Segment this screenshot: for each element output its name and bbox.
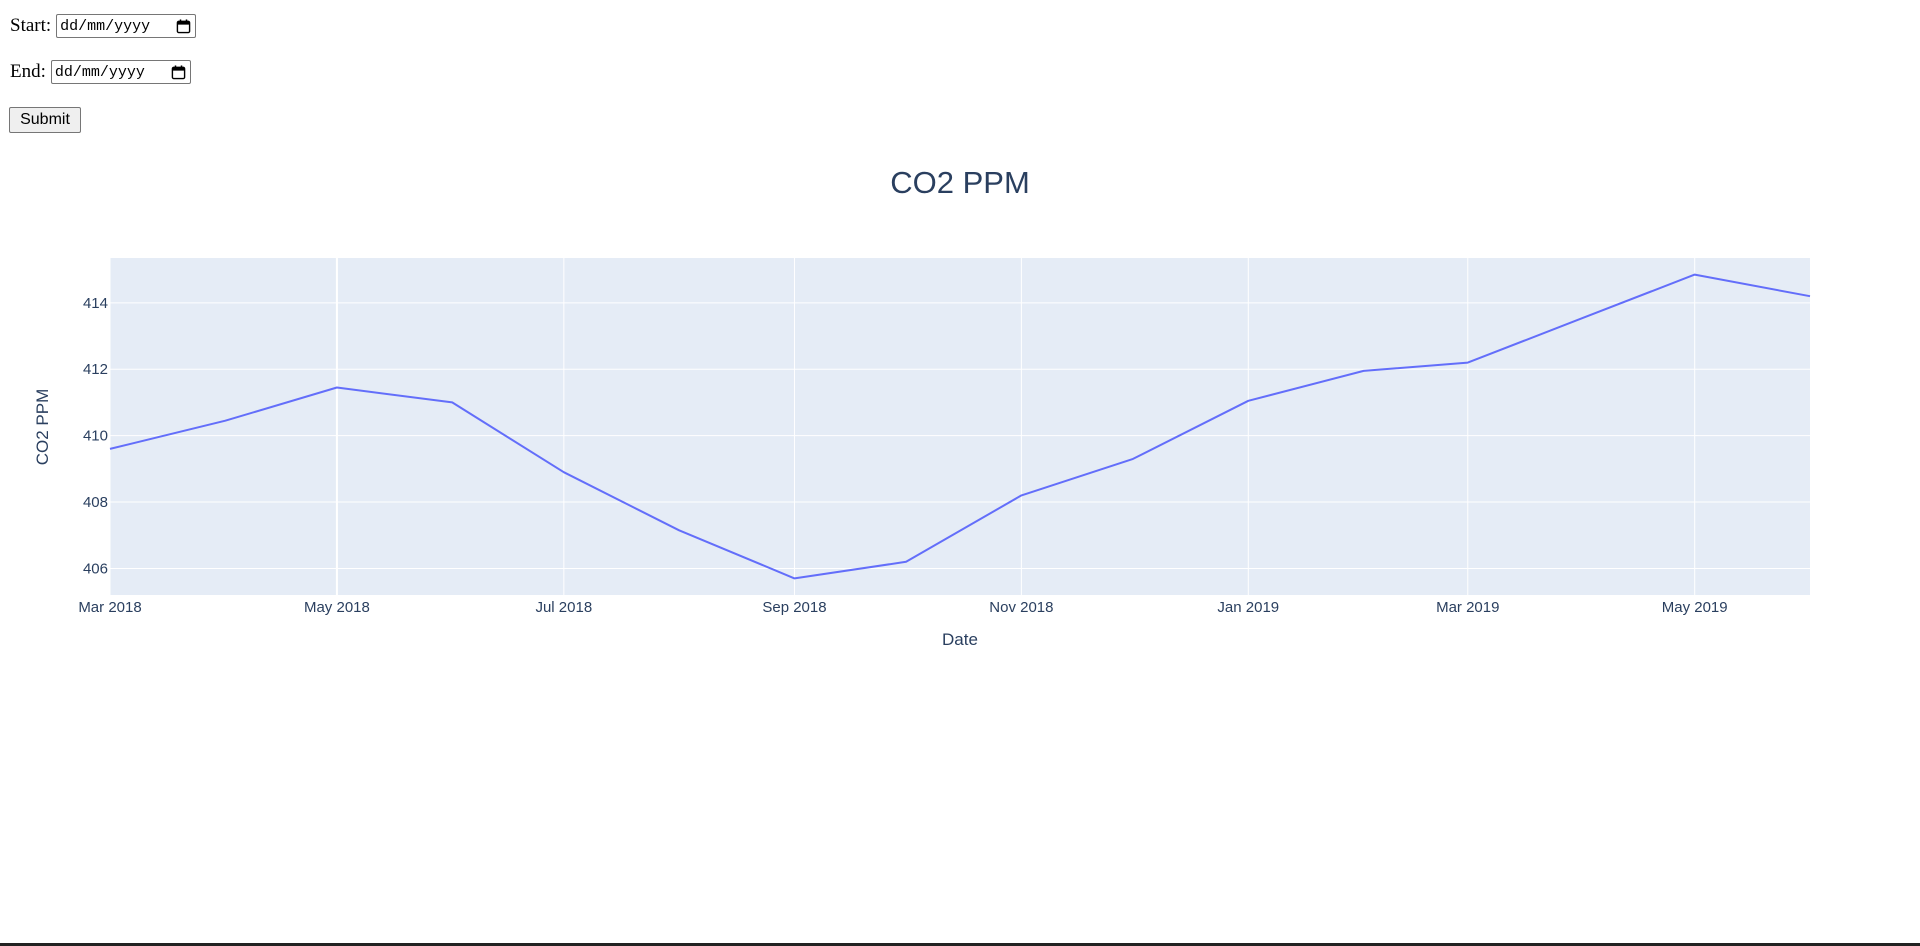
chart-title: CO2 PPM bbox=[890, 165, 1030, 200]
x-tick-label: Jul 2018 bbox=[535, 599, 592, 616]
plot-background bbox=[110, 258, 1810, 595]
calendar-icon[interactable] bbox=[176, 18, 191, 34]
y-tick-label: 406 bbox=[83, 560, 108, 577]
y-tick-label: 410 bbox=[83, 428, 108, 445]
start-date-input[interactable]: dd/mm/yyyy bbox=[56, 14, 197, 38]
y-tick-label: 412 bbox=[83, 361, 108, 378]
y-tick-label: 414 bbox=[83, 295, 108, 312]
start-date-placeholder: dd/mm/yyyy bbox=[60, 17, 151, 35]
x-tick-label: Mar 2019 bbox=[1436, 599, 1499, 616]
start-row: Start: dd/mm/yyyy bbox=[10, 14, 197, 38]
y-axis-label: CO2 PPM bbox=[33, 389, 52, 466]
x-tick-label: Mar 2018 bbox=[78, 599, 141, 616]
x-tick-label: Nov 2018 bbox=[989, 599, 1053, 616]
x-tick-label: Sep 2018 bbox=[762, 599, 826, 616]
end-date-input[interactable]: dd/mm/yyyy bbox=[50, 60, 191, 84]
x-tick-label: Jan 2019 bbox=[1217, 599, 1279, 616]
x-tick-label: May 2018 bbox=[304, 599, 370, 616]
end-date-placeholder: dd/mm/yyyy bbox=[54, 63, 145, 81]
series-line bbox=[109, 273, 1811, 580]
x-tick-label: May 2019 bbox=[1662, 599, 1728, 616]
y-tick-label: 408 bbox=[83, 494, 108, 511]
submit-button[interactable]: Submit bbox=[9, 107, 81, 133]
page-bottom-border bbox=[0, 943, 1920, 946]
start-label: Start: bbox=[10, 15, 52, 36]
end-row: End: dd/mm/yyyy bbox=[10, 60, 191, 84]
end-label: End: bbox=[10, 61, 46, 82]
x-axis-label: Date bbox=[942, 630, 978, 649]
calendar-icon[interactable] bbox=[171, 64, 186, 80]
